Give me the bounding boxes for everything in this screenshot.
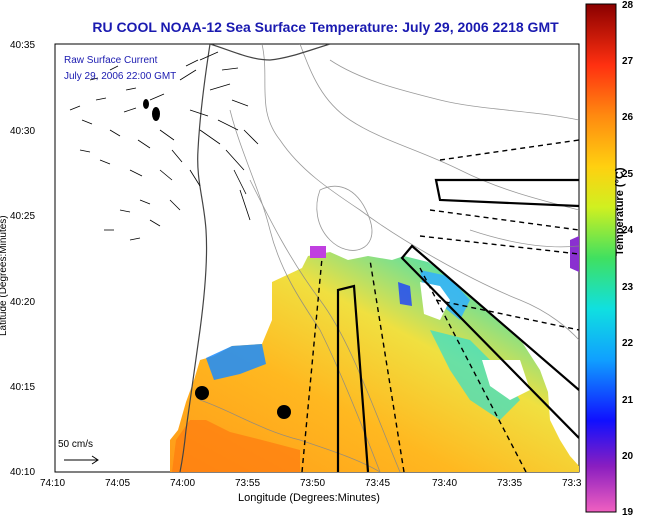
- colorbar-tick: 22: [622, 338, 634, 349]
- sst-cool-patch-center: [398, 282, 412, 306]
- colorbar-tick: 26: [622, 112, 634, 123]
- x-tick-label: 74:10: [40, 478, 65, 489]
- y-tick-label: 40:25: [10, 211, 35, 222]
- colorbar-tick: 27: [622, 56, 634, 67]
- sst-swath: [170, 252, 579, 472]
- station-marker-2: [277, 405, 291, 419]
- bathymetry-contours: [199, 44, 579, 472]
- current-vectors: [69, 51, 259, 241]
- y-tick-label: 40:35: [10, 40, 35, 51]
- x-tick-label: 73:55: [235, 478, 260, 489]
- colorbar-tick: 25: [622, 169, 634, 180]
- map-layers: [64, 44, 579, 472]
- colorbar-label: Temperature (°C): [614, 167, 626, 256]
- station-marker-1: [195, 386, 209, 400]
- x-tick-label: 73:40: [432, 478, 457, 489]
- scale-arrow: [64, 455, 99, 465]
- colorbar-tick: 20: [622, 451, 634, 462]
- sst-cool-patch-north: [206, 344, 266, 380]
- sst-gap-2: [482, 360, 530, 400]
- colorbar-tick: 28: [622, 0, 634, 11]
- x-tick-label: 73:45: [365, 478, 390, 489]
- colorbar-tick: 21: [622, 395, 634, 406]
- legend-line-2: July 29, 2006 22:00 GMT: [64, 71, 176, 82]
- scale-label: 50 cm/s: [58, 439, 93, 450]
- y-axis-label: Latitude (Degrees:Minutes): [0, 215, 9, 336]
- colorbar-tick: 23: [622, 282, 634, 293]
- coastline-bay: [209, 44, 331, 61]
- y-tick-label: 40:20: [10, 297, 35, 308]
- x-tick-label: 73:50: [300, 478, 325, 489]
- y-axis: 40:35 40:30 40:25 40:20 40:15 40:10: [10, 40, 35, 478]
- legend-line-1: Raw Surface Current: [64, 55, 158, 66]
- shipping-lanes: [301, 139, 579, 472]
- current-cluster-blob-1: [152, 107, 160, 121]
- colorbar-ticks: 28 27 26 25 24 23 22 21 20 19: [622, 0, 634, 518]
- x-tick-label: 74:00: [170, 478, 195, 489]
- colorbar: [585, 3, 617, 513]
- coastline: [179, 44, 211, 472]
- colorbar-tick: 19: [622, 507, 634, 518]
- y-tick-label: 40:15: [10, 382, 35, 393]
- sst-purple-spot: [310, 246, 326, 258]
- x-tick-label: 73:3: [562, 478, 582, 489]
- colorbar-tick: 24: [622, 225, 634, 236]
- x-tick-label: 74:05: [105, 478, 130, 489]
- x-axis: 74:10 74:05 74:00 73:55 73:50 73:45 73:4…: [40, 478, 582, 489]
- map-title: RU COOL NOAA-12 Sea Surface Temperature:…: [92, 19, 559, 35]
- x-tick-label: 73:35: [497, 478, 522, 489]
- y-tick-label: 40:30: [10, 126, 35, 137]
- y-tick-label: 40:10: [10, 467, 35, 478]
- current-cluster-blob-2: [143, 99, 149, 109]
- x-axis-label: Longitude (Degrees:Minutes): [238, 492, 380, 504]
- sst-warm-patch: [172, 420, 300, 472]
